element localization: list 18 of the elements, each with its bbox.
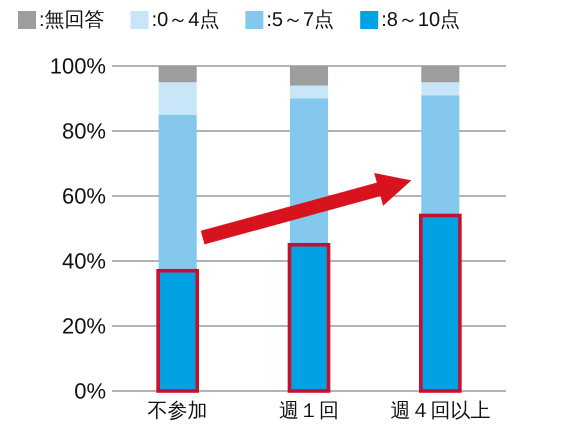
legend-label: :5～7点 <box>266 9 334 31</box>
y-tick-label: 60% <box>62 184 106 208</box>
legend-label: :無回答 <box>39 9 105 31</box>
y-tick-label: 20% <box>62 314 106 338</box>
legend-label: :0～4点 <box>152 9 220 31</box>
bar <box>158 114 197 271</box>
bar <box>158 82 197 115</box>
y-tick-label: 0% <box>74 378 106 404</box>
y-tick-label: 100% <box>50 54 106 78</box>
y-tick-label: 40% <box>62 248 106 274</box>
x-tick-label: 週４回以上 <box>390 400 490 422</box>
x-tick-label: 不参加 <box>148 400 208 422</box>
bar <box>421 82 460 96</box>
y-tick-label: 80% <box>62 118 106 144</box>
x-tick-label: 週１回 <box>279 400 339 422</box>
legend-label: :8～10点 <box>381 9 460 31</box>
bar <box>421 95 460 216</box>
bar <box>290 86 328 98</box>
